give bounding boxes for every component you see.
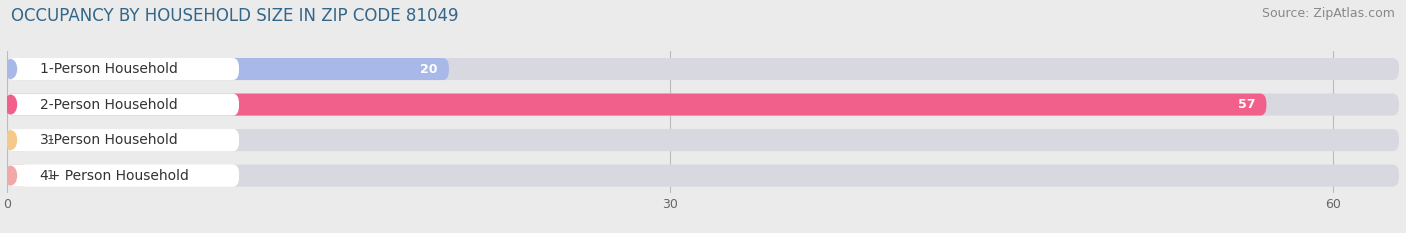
FancyBboxPatch shape: [7, 164, 239, 187]
FancyBboxPatch shape: [7, 129, 30, 151]
Text: 57: 57: [1237, 98, 1256, 111]
Text: 2-Person Household: 2-Person Household: [41, 98, 179, 112]
Text: 3-Person Household: 3-Person Household: [41, 133, 179, 147]
FancyBboxPatch shape: [7, 58, 449, 80]
Text: OCCUPANCY BY HOUSEHOLD SIZE IN ZIP CODE 81049: OCCUPANCY BY HOUSEHOLD SIZE IN ZIP CODE …: [11, 7, 458, 25]
Circle shape: [6, 60, 17, 78]
Text: 4+ Person Household: 4+ Person Household: [41, 169, 188, 183]
FancyBboxPatch shape: [7, 58, 1399, 80]
FancyBboxPatch shape: [7, 58, 239, 80]
FancyBboxPatch shape: [7, 129, 239, 151]
FancyBboxPatch shape: [7, 93, 1399, 116]
Circle shape: [6, 95, 17, 114]
FancyBboxPatch shape: [7, 129, 1399, 151]
Text: 1: 1: [46, 134, 55, 147]
FancyBboxPatch shape: [7, 164, 30, 187]
FancyBboxPatch shape: [7, 164, 1399, 187]
FancyBboxPatch shape: [7, 93, 1267, 116]
FancyBboxPatch shape: [7, 93, 239, 116]
Circle shape: [6, 166, 17, 185]
FancyBboxPatch shape: [7, 58, 239, 80]
Circle shape: [6, 131, 17, 149]
Text: 1: 1: [46, 169, 55, 182]
FancyBboxPatch shape: [7, 129, 239, 151]
FancyBboxPatch shape: [7, 93, 239, 116]
Text: 20: 20: [420, 62, 437, 75]
Text: 1-Person Household: 1-Person Household: [41, 62, 179, 76]
FancyBboxPatch shape: [7, 164, 239, 187]
Text: Source: ZipAtlas.com: Source: ZipAtlas.com: [1261, 7, 1395, 20]
